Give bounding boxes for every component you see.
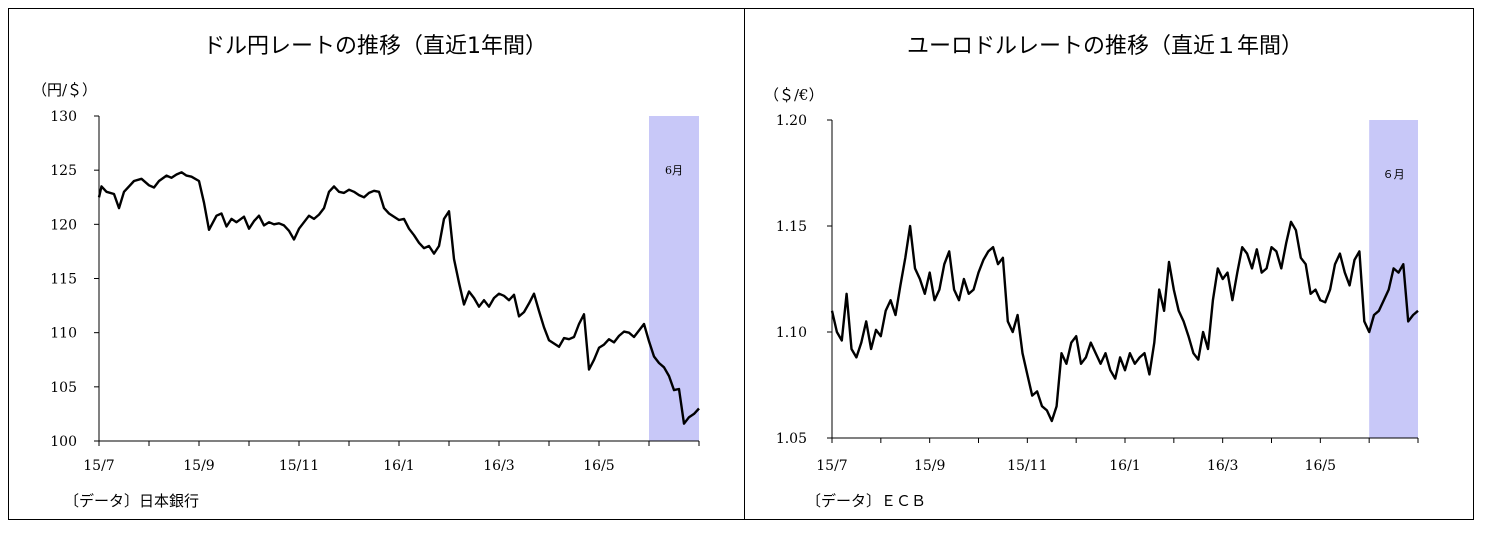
usdjpy-y-tick-label: 125 (50, 163, 77, 179)
usdjpy-source: 〔データ〕日本銀行 (64, 492, 199, 510)
eurusd-title: ユーロドルレートの推移（直近１年間） (907, 34, 1303, 59)
eurusd-chart: ユーロドルレートの推移（直近１年間） （＄/€） ６月 1.20 1.15 1.10… (764, 34, 1419, 510)
usdjpy-june-label: 6月 (665, 164, 683, 177)
eurusd-x-tick-label: 16/5 (1305, 458, 1336, 474)
eurusd-x-tick-label: 16/1 (1109, 458, 1140, 474)
usdjpy-x-tick-label: 15/7 (83, 458, 114, 474)
usdjpy-y-tick-label: 115 (50, 272, 77, 288)
usdjpy-series-line (97, 171, 700, 425)
eurusd-x-axis: 15/7 15/9 15/11 16/1 16/3 16/5 (816, 438, 1419, 474)
usdjpy-y-tick-label: 130 (50, 109, 77, 125)
eurusd-x-tick-label: 15/7 (816, 458, 847, 474)
eurusd-y-tick-label: 1.05 (776, 431, 807, 447)
usdjpy-y-tick-label: 100 (50, 434, 77, 450)
usdjpy-x-tick-label: 16/3 (483, 458, 514, 474)
eurusd-x-tick-label: 15/9 (914, 458, 945, 474)
usdjpy-x-tick-label: 15/11 (279, 458, 319, 474)
eurusd-source: 〔データ〕ＥＣＢ (806, 492, 926, 510)
eurusd-y-tick-label: 1.15 (776, 219, 807, 235)
panel-divider (744, 8, 745, 520)
usdjpy-chart: ドル円レートの推移（直近1年間） （円/＄） 6月 130 125 120 115 11… (32, 34, 700, 510)
usdjpy-y-tick-label: 110 (50, 326, 77, 342)
usdjpy-title: ドル円レートの推移（直近1年間） (203, 34, 547, 59)
usdjpy-x-tick-label: 16/5 (583, 458, 614, 474)
usdjpy-x-tick-label: 16/1 (383, 458, 414, 474)
usdjpy-x-tick-label: 15/9 (183, 458, 214, 474)
eurusd-y-tick-label: 1.10 (776, 325, 807, 341)
usdjpy-y-axis: 130 125 120 115 110 105 100 (50, 109, 99, 450)
eurusd-unit-label: （＄/€） (764, 86, 824, 104)
usdjpy-y-tick-label: 120 (50, 217, 77, 233)
eurusd-y-axis: 1.20 1.15 1.10 1.05 (776, 113, 832, 447)
eurusd-june-label: ６月 (1383, 168, 1405, 181)
eurusd-series-line (830, 220, 1419, 423)
usdjpy-x-axis: 15/7 15/9 15/11 16/1 16/3 16/5 (83, 441, 700, 474)
eurusd-y-tick-label: 1.20 (776, 113, 807, 129)
eurusd-x-tick-label: 16/3 (1207, 458, 1238, 474)
eurusd-june-band (1369, 120, 1418, 438)
usdjpy-y-tick-label: 105 (50, 380, 77, 396)
chart-frame (8, 8, 1474, 520)
usdjpy-unit-label: （円/＄） (32, 81, 97, 99)
eurusd-x-tick-label: 15/11 (1007, 458, 1047, 474)
